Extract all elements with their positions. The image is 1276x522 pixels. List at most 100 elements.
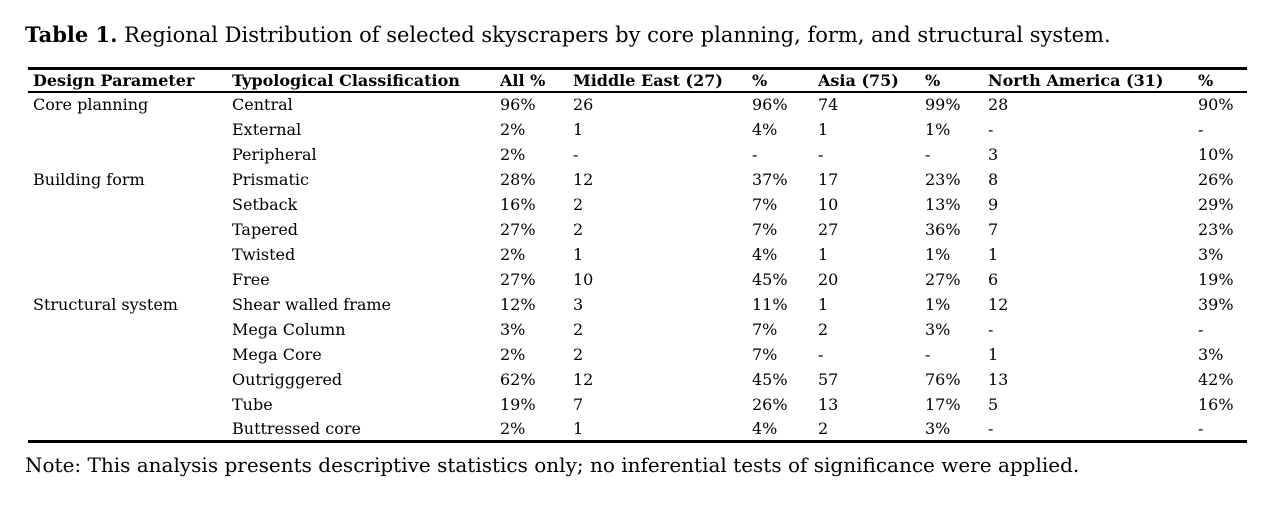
table-cell: 2% [500,344,526,364]
table-cell: 12 [573,169,594,189]
table-cell: 7% [752,194,778,214]
column-header-design-parameter: Design Parameter [28,68,232,93]
table-cell: 76% [925,369,961,389]
table-cell: Tube [232,394,273,414]
table-cell: 90% [1198,95,1234,114]
column-header-middle-east: Middle East (27) [573,68,752,93]
table-cell: 27% [500,219,536,239]
table-cell: - [925,344,931,364]
table-cell: 1% [925,294,951,314]
table-cell: 1 [573,119,584,139]
table-cell: 8 [988,169,999,189]
table-cell: 2 [573,344,584,364]
table-cell: 6 [988,269,999,289]
table-cell: 39% [1198,294,1234,314]
table-cell: 23% [925,169,961,189]
table-cell [28,367,232,392]
table-cell: 2 [818,418,829,438]
table-cell: 17% [925,394,961,414]
table-row: Tapered 27% 2 7% 27 36% 7 23% [28,217,1247,242]
table-row: Mega Column 3% 2 7% 2 3% - - [28,317,1247,342]
table-cell: - [752,144,758,164]
table-cell: 9 [988,194,999,214]
table-cell: - [1198,119,1204,139]
column-header-asia: Asia (75) [818,68,925,93]
table-row: Tube 19% 7 26% 13 17% 5 16% [28,392,1247,417]
table-cell: Shear walled frame [232,294,392,314]
table-cell [28,192,232,217]
table-cell: Tapered [232,219,299,239]
table-cell: 3% [500,319,526,339]
page: Table 1. Regional Distribution of select… [25,22,1247,477]
table-cell: 27 [818,219,839,239]
table-cell: Prismatic [232,169,309,189]
table-cell: 1% [925,119,951,139]
table-row: Setback 16% 2 7% 10 13% 9 29% [28,192,1247,217]
table-row: External 2% 1 4% 1 1% - - [28,117,1247,142]
table-cell: 1 [573,418,584,438]
table-cell: 3 [988,144,999,164]
table-cell: 1 [988,344,999,364]
table-cell: 37% [752,169,788,189]
table-cell: Peripheral [232,144,317,164]
table-cell: - [988,319,994,339]
table-cell: - [988,119,994,139]
table-cell: 7% [752,344,778,364]
table-cell: 1 [988,244,999,264]
table-cell: Outrigggered [232,369,343,389]
table-cell: 7 [988,219,999,239]
table-cell: 62% [500,369,536,389]
table-cell: 19% [500,394,536,414]
table-cell: Twisted [232,244,296,264]
table-cell: 23% [1198,219,1234,239]
table-cell: 3% [1198,244,1224,264]
table-cell: - [1198,319,1204,339]
table-cell: 20 [818,269,839,289]
table-cell: - [818,144,824,164]
table-cell: 45% [752,369,788,389]
table-cell: 16% [500,194,536,214]
table-cell: - [988,418,994,438]
column-header-asia-pct: % [925,68,988,93]
table-cell [28,217,232,242]
table-cell: 1 [573,244,584,264]
table-cell: 17 [818,169,839,189]
table-cell: 2 [573,194,584,214]
table-cell: 27% [500,269,536,289]
table-row: Mega Core 2% 2 7% - - 1 3% [28,342,1247,367]
table-cell: Free [232,269,270,289]
table-cell: Building form [33,169,145,189]
table-body: Core planning Central 96% 26 96% 74 99% 28 90% Ex… [28,92,1247,442]
table-cell: Setback [232,194,298,214]
table-cell: 96% [500,95,536,114]
table-cell: 3% [925,418,951,438]
column-header-all-pct: All % [500,68,573,93]
table-cell: 3 [573,294,584,314]
table-caption-text: Regional Distribution of selected skyscr… [124,23,1111,47]
table-cell: 2% [500,119,526,139]
table-cell: 57 [818,369,839,389]
table-cell: 3% [925,319,951,339]
table-cell: 2 [573,219,584,239]
table-cell: Structural system [33,294,178,314]
table-cell: 13% [925,194,961,214]
table-cell [28,417,232,442]
table-cell: 1 [818,119,829,139]
table-cell: 7% [752,319,778,339]
table-cell: 13 [988,369,1009,389]
table-cell: 13 [818,394,839,414]
column-header-north-america-pct: % [1198,68,1247,93]
table-cell: 12 [573,369,594,389]
table-cell [28,317,232,342]
table-cell: 2% [500,418,526,438]
column-header-typological-classification: Typological Classification [232,68,500,93]
regional-distribution-table: Design Parameter Typological Classificat… [28,67,1247,443]
table-cell: 2 [573,319,584,339]
table-cell: 3% [1198,344,1224,364]
table-cell: 29% [1198,194,1234,214]
table-cell: 28% [500,169,536,189]
table-cell: 96% [752,95,788,114]
table-cell [28,342,232,367]
table-cell: 11% [752,294,788,314]
table-cell: 5 [988,394,999,414]
